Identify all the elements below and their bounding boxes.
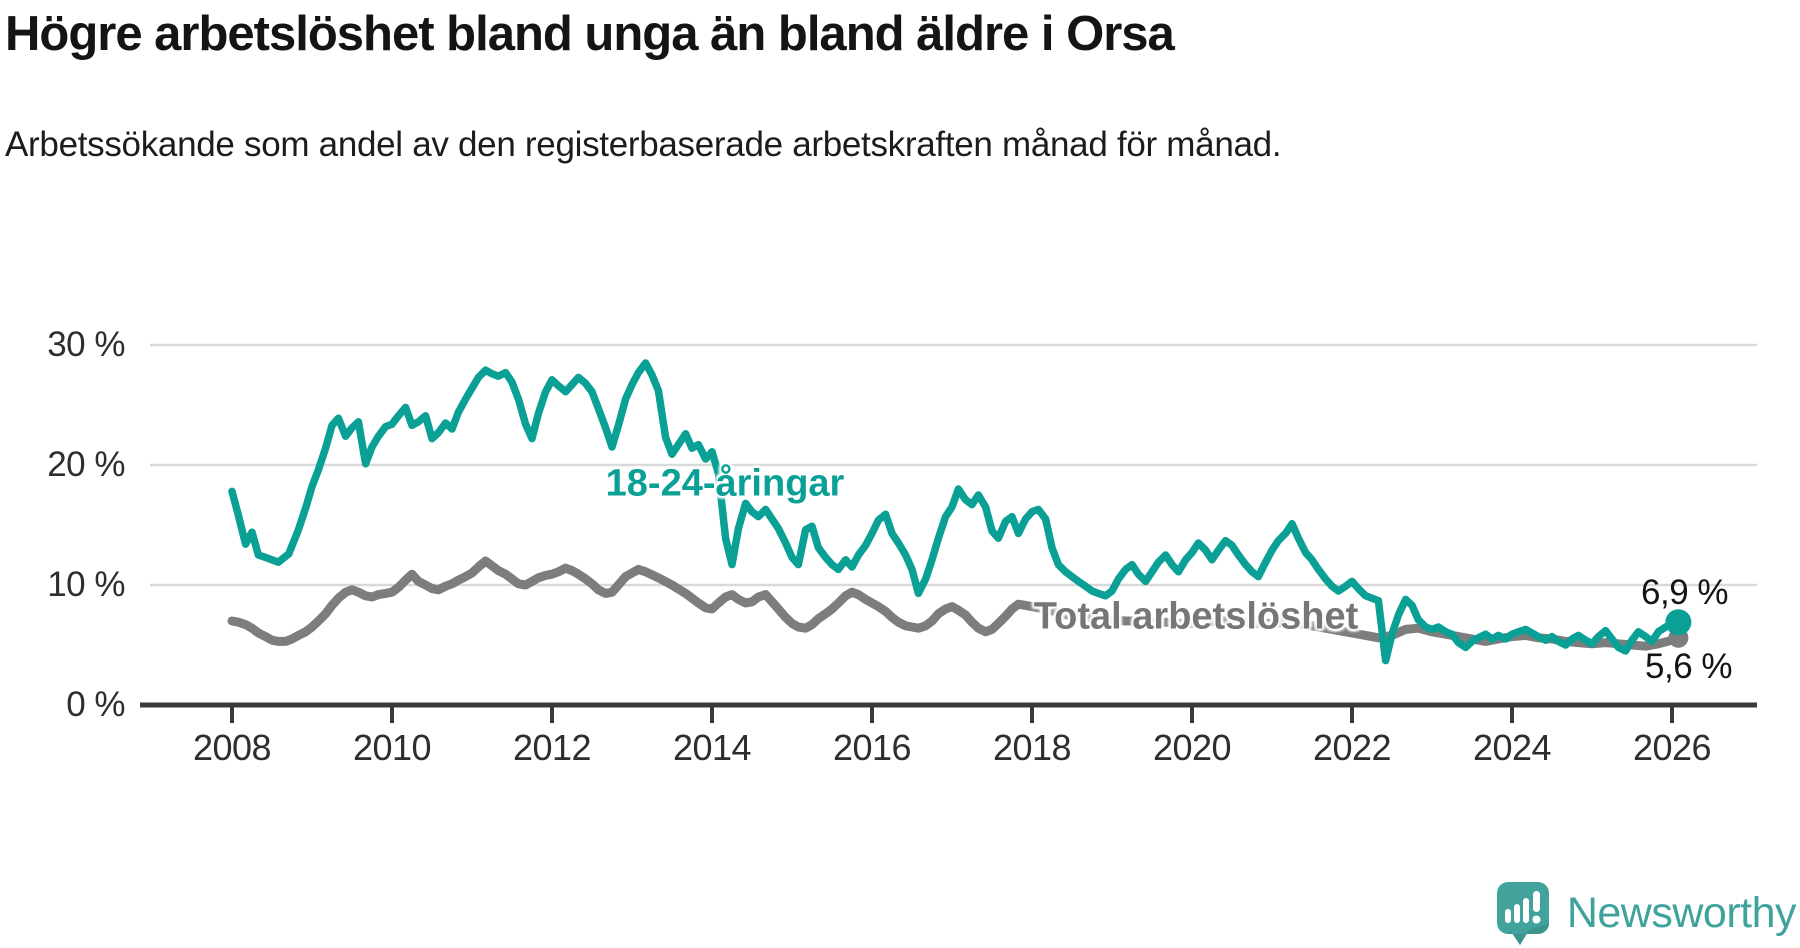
line-young: [228, 359, 1683, 665]
x-axis-label-2026: 2026: [1632, 727, 1712, 768]
y-axis-label-10: 10 %: [47, 565, 125, 604]
x-axis-label-2014: 2014: [672, 727, 752, 768]
x-axis-label-2022: 2022: [1312, 727, 1392, 768]
line-total: [227, 556, 1683, 651]
x-axis-label-2018: 2018: [992, 727, 1072, 768]
end-value-total: 5,6 %: [1645, 647, 1733, 686]
x-axis-label-2012: 2012: [512, 727, 592, 768]
end-dot-young: [1665, 609, 1692, 636]
page-title: Högre arbetslöshet bland unga än bland ä…: [5, 7, 1175, 61]
end-value-young: 6,9 %: [1641, 573, 1729, 612]
y-axis-label-0: 0 %: [66, 685, 125, 724]
x-axis-label-2010: 2010: [352, 727, 432, 768]
series-label-total: Total arbetslöshet: [1033, 595, 1359, 638]
x-axis-label-2016: 2016: [832, 727, 912, 768]
y-axis-label-30: 30 %: [47, 325, 125, 364]
newsworthy-logo: Newsworthy: [1495, 880, 1797, 946]
series-label-young: 18-24-åringar: [605, 462, 845, 505]
y-axis-label-20: 20 %: [47, 445, 125, 484]
x-axis-label-2008: 2008: [192, 727, 272, 768]
newsworthy-logo-icon: [1496, 882, 1549, 945]
newsworthy-logo-text: Newsworthy: [1566, 889, 1797, 937]
x-axis-label-2020: 2020: [1152, 727, 1232, 768]
chart-subtitle: Arbetssökande som andel av den registerb…: [5, 125, 1282, 164]
x-axis-label-2024: 2024: [1472, 727, 1552, 768]
